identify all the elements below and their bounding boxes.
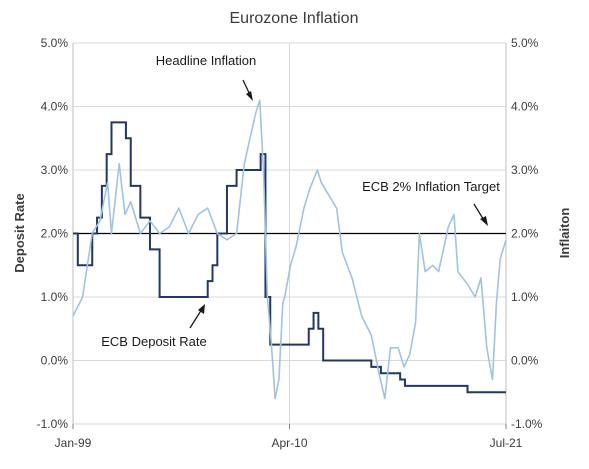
target-arrow-head <box>480 216 488 226</box>
headline-inflation-label: Headline Inflation <box>156 53 256 68</box>
target-label: ECB 2% Inflation Target <box>362 179 500 194</box>
right-tick-label: 1.0% <box>511 290 539 304</box>
left-tick-label: 0.0% <box>41 354 69 368</box>
x-tick-label: Apr-10 <box>271 436 307 450</box>
x-axis-ticks: Jan-99 Apr-10 Jul-21 <box>55 424 523 450</box>
right-tick-label: -1.0% <box>511 417 543 431</box>
right-tick-label: 5.0% <box>511 36 539 50</box>
deposit-arrow-line <box>189 308 203 329</box>
headline-arrow-head <box>246 91 253 101</box>
left-axis-title: Deposit Rate <box>12 193 27 272</box>
left-tick-label: -1.0% <box>37 417 69 431</box>
x-tick-label: Jul-21 <box>490 436 523 450</box>
deposit-rate-label: ECB Deposit Rate <box>101 334 207 349</box>
chart-title: Eurozone Inflation <box>230 10 359 27</box>
right-tick-label: 3.0% <box>511 163 539 177</box>
gridlines <box>72 42 507 425</box>
series-lines <box>72 99 507 400</box>
left-axis-ticks: -1.0% 0.0% 1.0% 2.0% 3.0% 4.0% 5.0% <box>37 36 69 431</box>
headline-inflation-line <box>72 99 507 400</box>
right-axis-title: Inflaiton <box>557 208 572 259</box>
left-tick-label: 3.0% <box>41 163 69 177</box>
left-tick-label: 5.0% <box>41 36 69 50</box>
x-tick-label: Jan-99 <box>55 436 92 450</box>
left-tick-label: 4.0% <box>41 100 69 114</box>
deposit-arrow-head <box>198 304 205 314</box>
deposit-rate-line <box>73 121 506 394</box>
right-tick-label: 4.0% <box>511 100 539 114</box>
left-tick-label: 2.0% <box>41 227 69 241</box>
right-tick-label: 2.0% <box>511 227 539 241</box>
right-tick-label: 0.0% <box>511 354 539 368</box>
right-axis-ticks: -1.0% 0.0% 1.0% 2.0% 3.0% 4.0% 5.0% <box>511 36 543 431</box>
left-tick-label: 1.0% <box>41 290 69 304</box>
